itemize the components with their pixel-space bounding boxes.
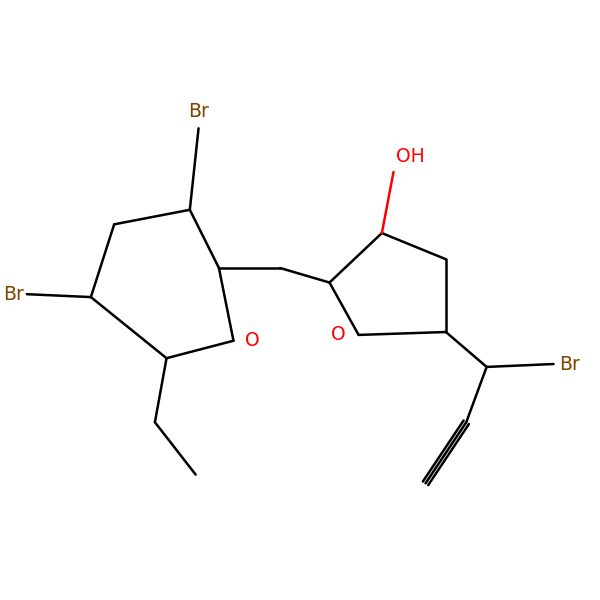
- Text: OH: OH: [397, 147, 425, 166]
- Text: Br: Br: [188, 103, 209, 121]
- Text: Br: Br: [559, 355, 580, 374]
- Text: Br: Br: [3, 284, 24, 304]
- Text: O: O: [331, 325, 346, 344]
- Text: O: O: [245, 331, 260, 350]
